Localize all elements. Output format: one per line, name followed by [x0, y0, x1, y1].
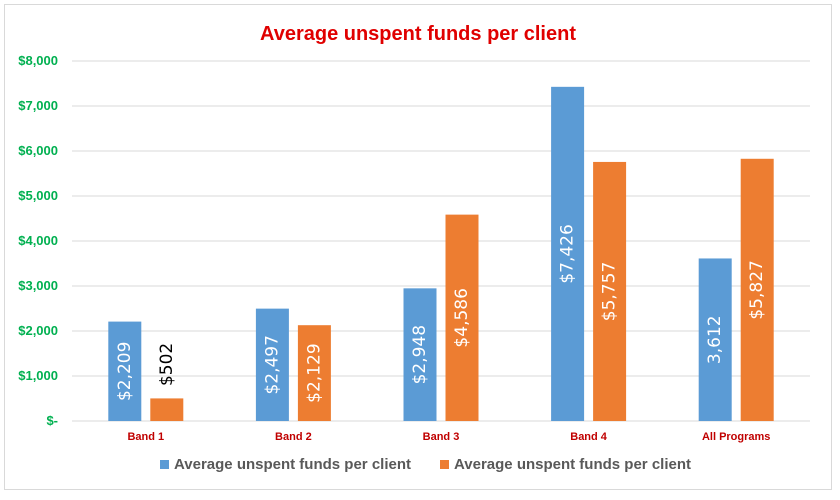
y-tick-label: $-	[46, 413, 58, 428]
bar-series-2-3	[593, 161, 627, 421]
data-label: $4,586	[452, 288, 472, 347]
data-label: 3,612	[705, 315, 725, 364]
chart-title: Average unspent funds per client	[260, 23, 576, 45]
gridlines	[72, 60, 810, 422]
data-label: $5,757	[600, 262, 620, 321]
y-tick-label: $2,000	[18, 323, 58, 338]
y-tick-label: $5,000	[18, 188, 58, 203]
y-tick-label: $7,000	[18, 98, 58, 113]
x-tick-label: Band 4	[570, 431, 608, 443]
bar-series-1-1	[255, 308, 289, 421]
x-axis-ticks: Band 1 Band 2 Band 3 Band 4 All Programs	[127, 431, 770, 443]
y-axis-ticks: $- $1,000 $2,000 $3,000 $4,000 $5,000 $6,000 $7…	[18, 53, 58, 428]
legend-label: Average unspent funds per client	[454, 456, 691, 473]
y-tick-label: $3,000	[18, 278, 58, 293]
x-tick-label: Band 3	[423, 431, 460, 443]
data-labels: $2,209 $502 $2,497 $2,129 $2,948 $4,586 $7,426…	[115, 224, 767, 403]
bars	[108, 86, 774, 421]
legend-label: Average unspent funds per client	[174, 456, 411, 473]
y-tick-label: $8,000	[18, 53, 58, 68]
bar-series-1-2	[403, 288, 437, 421]
bar-series-2-4	[740, 158, 774, 421]
y-tick-label: $4,000	[18, 233, 58, 248]
x-tick-label: Band 1	[127, 431, 164, 443]
x-tick-label: All Programs	[702, 431, 770, 443]
bar-series-1-3	[551, 86, 585, 421]
bar-series-1-0	[108, 321, 142, 421]
legend-swatch	[440, 460, 449, 469]
data-label: $502	[157, 343, 177, 386]
bar-series-2-2	[445, 214, 479, 421]
legend-swatch	[160, 460, 169, 469]
x-tick-label: Band 2	[275, 431, 312, 443]
data-label: $2,497	[262, 335, 282, 394]
data-label: $2,209	[115, 342, 135, 401]
data-label: $2,948	[410, 325, 430, 384]
data-label: $5,827	[747, 260, 767, 319]
data-label: $7,426	[558, 224, 578, 283]
bar-series-2-0	[150, 398, 184, 421]
bar-series-1-4	[698, 258, 732, 421]
data-label: $2,129	[304, 343, 324, 402]
legend: Average unspent funds per client Average …	[160, 456, 691, 473]
y-tick-label: $1,000	[18, 368, 58, 383]
bar-series-2-1	[297, 325, 331, 421]
y-tick-label: $6,000	[18, 143, 58, 158]
